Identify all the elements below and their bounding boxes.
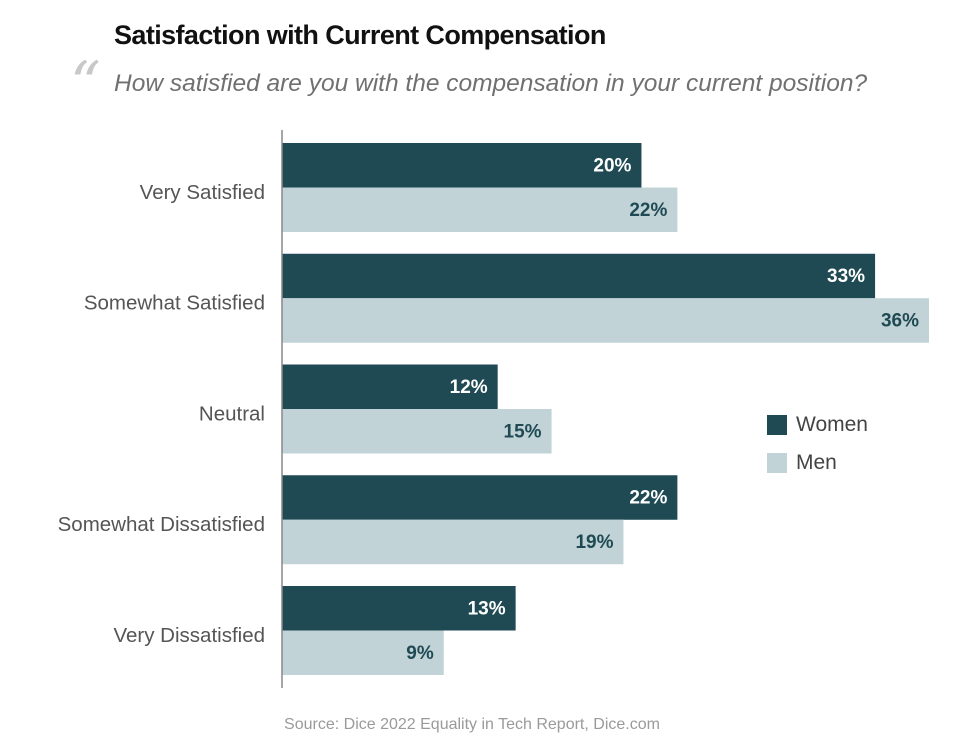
bar-women-very-dissatisfied <box>282 586 516 631</box>
legend-swatch-men <box>767 453 787 473</box>
legend-item-women: Women <box>767 412 868 438</box>
data-label-women-somewhat-satisfied: 33% <box>827 266 865 287</box>
category-label-somewhat-dissatisfied: Somewhat Dissatisfied <box>58 513 265 536</box>
data-label-men-very-dissatisfied: 9% <box>406 643 434 664</box>
data-label-women-very-dissatisfied: 13% <box>468 598 506 619</box>
quote-mark-icon: “ <box>70 49 101 119</box>
bar-men-somewhat-satisfied <box>282 298 929 343</box>
bar-men-neutral <box>282 409 552 454</box>
legend-label-women: Women <box>796 413 868 436</box>
chart-subtitle: How satisfied are you with the compensat… <box>114 70 868 97</box>
category-label-very-dissatisfied: Very Dissatisfied <box>113 624 265 647</box>
category-label-neutral: Neutral <box>199 402 265 425</box>
legend: Women Men <box>767 412 868 488</box>
data-label-men-very-satisfied: 22% <box>629 200 667 221</box>
bar-women-somewhat-dissatisfied <box>282 475 678 520</box>
source-note: Source: Dice 2022 Equality in Tech Repor… <box>284 716 660 733</box>
bar-men-very-dissatisfied <box>282 630 444 675</box>
category-label-very-satisfied: Very Satisfied <box>140 181 265 204</box>
category-label-somewhat-satisfied: Somewhat Satisfied <box>84 292 265 315</box>
legend-swatch-women <box>767 415 787 435</box>
data-label-women-neutral: 12% <box>450 377 488 398</box>
legend-item-men: Men <box>767 450 868 476</box>
bar-men-very-satisfied <box>282 187 678 232</box>
data-label-men-neutral: 15% <box>504 421 542 442</box>
chart-title: Satisfaction with Current Compensation <box>114 20 606 50</box>
bar-women-neutral <box>282 364 498 409</box>
data-label-women-somewhat-dissatisfied: 22% <box>629 488 667 509</box>
data-label-women-very-satisfied: 20% <box>593 155 631 176</box>
bar-women-somewhat-satisfied <box>282 253 876 299</box>
bar-women-very-satisfied <box>282 143 642 188</box>
data-label-men-somewhat-dissatisfied: 19% <box>575 532 613 553</box>
data-label-men-somewhat-satisfied: 36% <box>881 311 919 332</box>
legend-label-men: Men <box>796 451 837 474</box>
bar-men-somewhat-dissatisfied <box>282 519 624 565</box>
